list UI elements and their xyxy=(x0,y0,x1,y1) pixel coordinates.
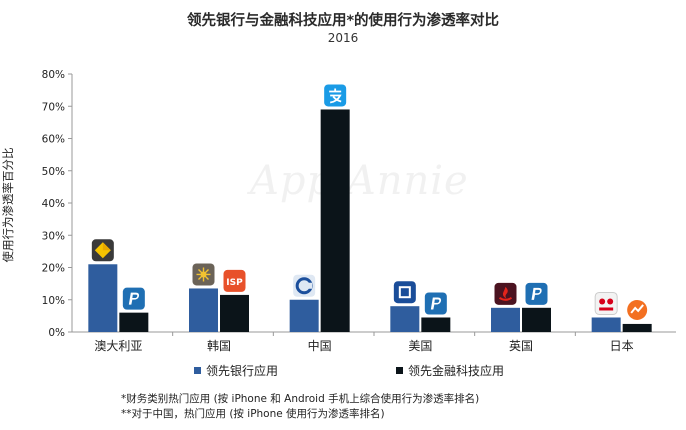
x-tick-label: 日本 xyxy=(610,339,634,353)
isp-icon: ISP xyxy=(223,269,246,292)
bar-bank xyxy=(491,307,520,332)
chase-icon xyxy=(393,281,416,304)
y-tick-label: 10% xyxy=(42,295,65,307)
money-forward-icon xyxy=(627,299,648,320)
footnote-2: **对于中国，热门应用 (按 iPhone 使用行为渗透率排名) xyxy=(121,408,385,420)
x-tick-label: 澳大利亚 xyxy=(94,339,142,353)
kb-bank-icon xyxy=(192,263,215,286)
legend-swatch-bank xyxy=(194,367,201,374)
bar-bank xyxy=(591,317,621,332)
bar-fintech xyxy=(522,307,551,332)
x-tick-label: 韩国 xyxy=(207,338,231,353)
bar-bank xyxy=(289,299,319,332)
isp-icon-text: ISP xyxy=(226,278,243,288)
legend-label-bank: 领先银行应用 xyxy=(206,364,279,378)
legend-label-fintech: 领先金融科技应用 xyxy=(408,364,505,378)
y-tick-label: 50% xyxy=(42,166,65,178)
paypal-icon xyxy=(525,282,548,305)
y-tick-label: 30% xyxy=(42,230,65,242)
legend-item-bank: 领先银行应用 xyxy=(194,362,278,379)
app-annie-watermark: App Annie xyxy=(250,158,469,204)
alipay-icon xyxy=(324,84,347,107)
y-tick-label: 40% xyxy=(42,198,65,210)
legend-item-fintech: 领先金融科技应用 xyxy=(396,362,504,379)
bar-bank xyxy=(189,288,218,332)
bar-bank xyxy=(390,306,420,332)
mufg-icon xyxy=(594,291,618,315)
paypal-icon xyxy=(122,287,145,310)
chart-subtitle: 2016 xyxy=(327,31,359,45)
bar-fintech xyxy=(220,294,249,332)
ccb-icon xyxy=(293,274,316,297)
y-tick-label: 70% xyxy=(42,101,65,113)
paypal-icon xyxy=(424,292,447,315)
bar-bank xyxy=(88,264,118,332)
y-tick-label: 80% xyxy=(42,69,65,81)
legend-swatch-fintech xyxy=(396,367,403,374)
santander-icon xyxy=(494,282,517,305)
footnote-1: *财务类别热门应用 (按 iPhone 和 Android 手机上综合使用行为渗… xyxy=(121,393,480,405)
x-tick-label: 中国 xyxy=(308,338,332,353)
bar-fintech xyxy=(421,317,451,332)
y-tick-label: 0% xyxy=(48,327,65,339)
y-tick-label: 20% xyxy=(42,263,65,275)
footnotes: *财务类别热门应用 (按 iPhone 和 Android 手机上综合使用行为渗… xyxy=(121,392,479,422)
x-tick-label: 英国 xyxy=(509,339,533,353)
bar-fintech xyxy=(622,323,652,332)
bar-fintech xyxy=(119,312,149,332)
x-tick-label: 美国 xyxy=(408,339,432,353)
bar-fintech xyxy=(320,109,350,332)
y-tick-label: 60% xyxy=(42,134,65,146)
commbank-icon xyxy=(91,239,114,262)
chart-title: 领先银行与金融科技应用*的使用行为渗透率对比 xyxy=(186,13,500,29)
